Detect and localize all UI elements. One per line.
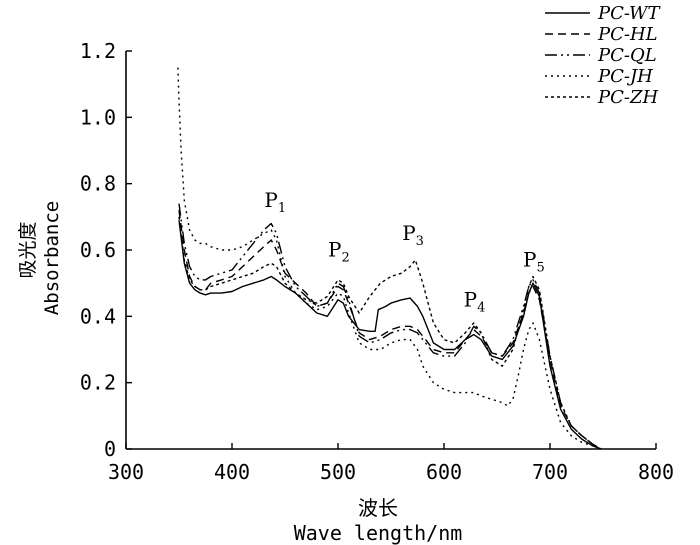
y-tick-label: 0: [104, 437, 116, 461]
x-tick-label: 400: [214, 460, 250, 484]
peak-label-p4: P4: [464, 287, 486, 315]
chart-axes: 300 400 500 600 700 800 0 0.2 0.4 0.6 0.8 1.0 1.2: [80, 39, 674, 484]
series-lines: [177, 67, 602, 450]
legend-label-pc-wt: PC-WT: [597, 3, 661, 24]
y-axis-label-zh: 吸光度: [17, 221, 39, 278]
y-tick-label: 0.6: [80, 238, 116, 262]
series-line-pc-zh: [178, 216, 602, 450]
peak-label-p2: P2: [328, 238, 350, 266]
x-tick-label: 800: [638, 460, 674, 484]
x-tick-label: 600: [426, 460, 462, 484]
y-axis-label-en: Absorbance: [41, 201, 63, 315]
x-tick-label: 500: [320, 460, 356, 484]
y-tick-label: 0.4: [80, 304, 116, 328]
series-line-pc-wt: [178, 220, 602, 450]
peak-label-p3: P3: [402, 221, 424, 249]
legend-label-pc-zh: PC-ZH: [597, 87, 658, 108]
y-tick-label: 1.0: [80, 105, 116, 129]
peak-label-p5: P5: [523, 248, 545, 276]
y-tick-label: 0.8: [80, 172, 116, 196]
x-tick-label: 700: [532, 460, 568, 484]
y-tick-label: 1.2: [80, 39, 116, 63]
peak-label-p1: P1: [264, 188, 286, 216]
legend-label-pc-ql: PC-QL: [597, 45, 657, 66]
x-axis-label-en: Wave length/nm: [294, 521, 463, 545]
x-tick-label: 300: [108, 460, 144, 484]
peak-labels: P1 P2 P3 P4 P5: [264, 188, 544, 316]
series-line-pc-ql: [178, 203, 602, 450]
series-line-pc-hl: [178, 210, 602, 450]
series-line-pc-jh: [177, 67, 602, 450]
legend-label-pc-hl: PC-HL: [597, 24, 658, 45]
x-axis-label-zh: 波长: [358, 496, 398, 520]
legend-label-pc-jh: PC-JH: [597, 66, 653, 87]
y-tick-label: 0.2: [80, 371, 116, 395]
